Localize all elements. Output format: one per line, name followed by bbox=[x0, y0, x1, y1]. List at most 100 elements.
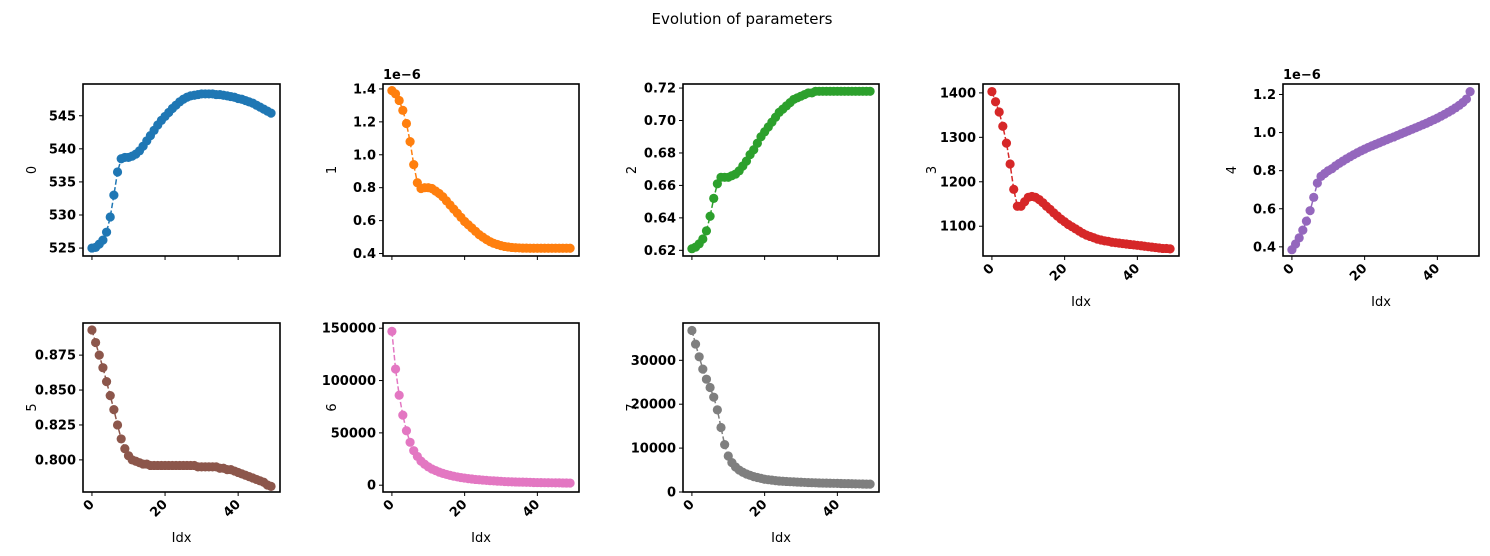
y-axis-label: 1 bbox=[325, 166, 340, 174]
data-point bbox=[712, 405, 722, 415]
series-line bbox=[391, 90, 571, 250]
y-tick-label: 0.8 bbox=[1253, 164, 1276, 179]
data-point bbox=[716, 422, 726, 433]
data-point bbox=[1309, 192, 1319, 202]
y-tick-label: 545 bbox=[49, 109, 76, 124]
subplot-0: 525 530 535 540 545 0 bbox=[25, 83, 281, 260]
y-tick-label: 10000 bbox=[631, 442, 676, 457]
x-tick-label: 0 bbox=[981, 261, 998, 278]
y-tick-label: 0.72 bbox=[644, 82, 676, 97]
data-point bbox=[987, 86, 997, 97]
data-point bbox=[865, 86, 875, 96]
axes-frame bbox=[682, 83, 880, 257]
y-tick-label: 0.70 bbox=[644, 114, 676, 129]
data-point bbox=[101, 227, 112, 237]
data-point bbox=[98, 363, 108, 373]
y-tick-label: 1200 bbox=[940, 175, 976, 190]
axes-frame bbox=[682, 322, 880, 493]
x-tick-label: 20 bbox=[747, 497, 770, 520]
axes-frame bbox=[82, 83, 281, 257]
data-point bbox=[116, 434, 126, 444]
data-point bbox=[91, 337, 101, 348]
figure-title: Evolution of parameters bbox=[652, 10, 833, 28]
y-tick-label: 1.4 bbox=[353, 82, 376, 97]
data-point bbox=[120, 444, 130, 454]
x-tick-label: 40 bbox=[520, 497, 543, 520]
data-point bbox=[705, 211, 715, 221]
data-point bbox=[401, 426, 412, 436]
data-point bbox=[398, 410, 408, 420]
data-point bbox=[1298, 225, 1308, 235]
y-tick-label: 1.2 bbox=[353, 115, 376, 130]
data-point bbox=[1009, 184, 1019, 194]
y-tick-label: 1300 bbox=[940, 131, 976, 146]
y-tick-label: 525 bbox=[49, 242, 76, 257]
x-axis-label: Idx bbox=[172, 531, 192, 546]
y-tick-label: 0.66 bbox=[644, 179, 676, 194]
axes-frame bbox=[82, 322, 281, 493]
y-tick-label: 535 bbox=[49, 175, 76, 190]
y-tick-label: 0.800 bbox=[35, 453, 76, 468]
data-point bbox=[565, 243, 575, 253]
data-point bbox=[698, 364, 708, 374]
y-axis-label: 0 bbox=[25, 166, 40, 174]
data-point bbox=[687, 325, 697, 336]
y-tick-label: 50000 bbox=[331, 426, 376, 441]
y-axis-label: 3 bbox=[925, 166, 940, 174]
y-tick-label: 0.62 bbox=[644, 244, 676, 259]
data-point bbox=[394, 95, 404, 106]
data-point bbox=[709, 193, 719, 203]
y-axis-label: 4 bbox=[1225, 166, 1240, 174]
data-point bbox=[109, 405, 119, 415]
x-tick-label: 20 bbox=[447, 497, 470, 520]
data-point bbox=[101, 377, 112, 387]
data-point bbox=[698, 234, 708, 244]
y-axis-label: 7 bbox=[625, 403, 640, 411]
x-tick-label: 40 bbox=[820, 497, 843, 520]
axes-frame bbox=[982, 83, 1180, 257]
x-tick-label: 0 bbox=[81, 497, 98, 514]
y-tick-label: 0.6 bbox=[1253, 202, 1276, 217]
x-tick-label: 0 bbox=[1281, 261, 1298, 278]
y-tick-label: 0.4 bbox=[353, 247, 376, 262]
subplot-grid: 52553053554054500.40.60.81.01.21.411e−60… bbox=[25, 68, 1480, 546]
axes-frame bbox=[1282, 83, 1480, 257]
y-tick-label: 1.0 bbox=[353, 148, 376, 163]
y-offset-label: 1e−6 bbox=[1283, 68, 1321, 83]
x-tick-label: 40 bbox=[1120, 261, 1143, 284]
data-point bbox=[1465, 87, 1475, 97]
x-axis-label: Idx bbox=[471, 531, 491, 546]
y-tick-label: 1400 bbox=[940, 86, 976, 101]
y-tick-label: 0.8 bbox=[353, 181, 376, 196]
y-tick-label: 150000 bbox=[322, 322, 376, 337]
y-tick-label: 0 bbox=[367, 479, 376, 494]
y-tick-label: 1100 bbox=[940, 220, 976, 235]
data-point bbox=[401, 118, 412, 129]
data-point bbox=[394, 390, 404, 400]
data-point bbox=[701, 374, 712, 384]
data-point bbox=[390, 364, 401, 374]
subplot-5: 0.800 0.825 0.850 0.875 0 20 40 5 Idx bbox=[25, 322, 281, 546]
data-point bbox=[990, 97, 1001, 107]
x-tick-label: 0 bbox=[381, 497, 398, 514]
data-point bbox=[709, 392, 719, 402]
data-point bbox=[266, 108, 276, 118]
data-point bbox=[701, 226, 712, 236]
y-axis-label: 2 bbox=[625, 166, 640, 174]
subplot-2: 0.62 0.64 0.66 0.68 0.70 0.72 2 bbox=[625, 82, 880, 260]
data-point bbox=[1165, 244, 1175, 254]
data-point bbox=[865, 479, 875, 489]
x-axis-label: Idx bbox=[1071, 295, 1091, 310]
data-point bbox=[98, 235, 108, 245]
data-point bbox=[998, 121, 1008, 131]
data-point bbox=[105, 212, 115, 222]
y-tick-label: 0.64 bbox=[644, 211, 676, 226]
data-point bbox=[387, 326, 397, 336]
x-tick-label: 40 bbox=[221, 497, 244, 520]
y-tick-label: 530 bbox=[49, 208, 76, 223]
x-axis-label: Idx bbox=[771, 531, 791, 546]
x-tick-label: 20 bbox=[1347, 261, 1370, 284]
data-point bbox=[994, 107, 1004, 117]
data-point bbox=[398, 105, 408, 115]
